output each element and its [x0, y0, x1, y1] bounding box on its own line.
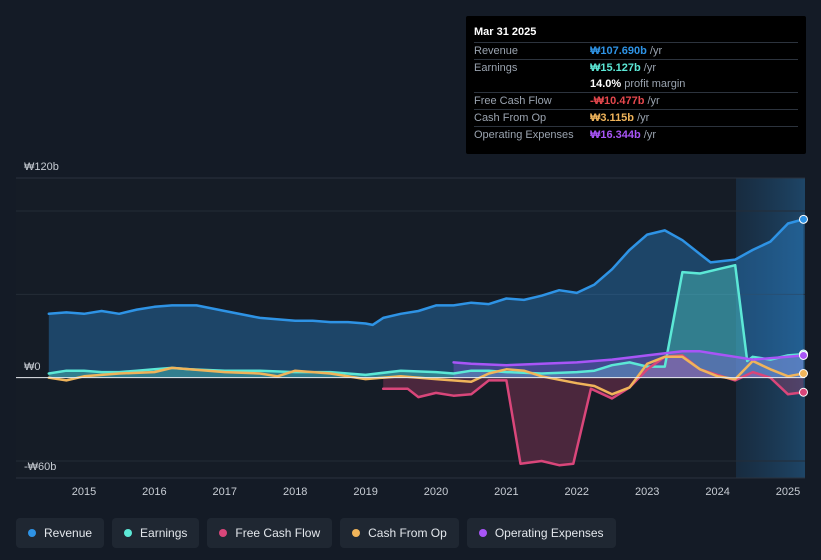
- y-label-top: ₩120b: [24, 161, 59, 173]
- y-label-bottom: -₩60b: [24, 461, 56, 473]
- tooltip-label: Cash From Op: [474, 112, 547, 124]
- tooltip-row: Free Cash Flow -₩10.477b /yr: [474, 92, 798, 109]
- x-tick-label: 2015: [72, 486, 96, 498]
- tooltip-value: ₩107.690b /yr: [590, 45, 663, 57]
- legend-item-free-cash-flow[interactable]: Free Cash Flow: [207, 518, 333, 548]
- legend-label: Revenue: [44, 526, 93, 540]
- x-tick-label: 2025: [776, 486, 800, 498]
- tooltip-row: Earnings ₩15.127b /yr: [474, 59, 798, 76]
- tooltip-value: 14.0% profit margin: [590, 78, 686, 90]
- free-cash-flow-end-marker: [798, 387, 808, 397]
- free-cash-flow-line: [381, 354, 805, 467]
- legend-item-cash-from-op[interactable]: Cash From Op: [340, 518, 459, 548]
- revenue-area: [48, 219, 804, 378]
- earnings-area: [48, 265, 804, 378]
- x-tick-label: 2016: [142, 486, 166, 498]
- tooltip-value: ₩3.115b /yr: [590, 112, 650, 124]
- forecast-region: [736, 178, 805, 478]
- x-tick-label: 2017: [213, 486, 237, 498]
- legend-item-operating-expenses[interactable]: Operating Expenses: [466, 518, 616, 548]
- tooltip-row: Revenue ₩107.690b /yr: [474, 42, 798, 59]
- tooltip-row: Cash From Op ₩3.115b /yr: [474, 109, 798, 126]
- legend-label: Cash From Op: [368, 526, 447, 540]
- operating-expenses-area: [453, 351, 804, 378]
- tooltip-label: Earnings: [474, 62, 518, 74]
- tooltip-value: ₩15.127b /yr: [590, 62, 657, 74]
- tooltip-value: ₩16.344b /yr: [590, 129, 657, 141]
- legend-dot-icon: [219, 529, 228, 537]
- tooltip-label: Operating Expenses: [474, 129, 574, 141]
- tooltip-date: Mar 31 2025: [474, 26, 537, 38]
- x-tick-label: 2018: [283, 486, 307, 498]
- x-tick-label: 2022: [565, 486, 589, 498]
- x-tick-label: 2020: [424, 486, 448, 498]
- legend-item-earnings[interactable]: Earnings: [112, 518, 200, 548]
- operating-expenses-line: [452, 350, 805, 367]
- legend-dot-icon: [352, 529, 361, 537]
- legend-label: Free Cash Flow: [235, 526, 321, 540]
- legend-dot-icon: [124, 529, 133, 537]
- x-tick-label: 2024: [705, 486, 729, 498]
- tooltip: Mar 31 2025 Revenue ₩107.690b /yr Earnings…: [466, 16, 806, 154]
- cash-from-op-end-marker: [798, 369, 808, 378]
- x-tick-label: 2023: [635, 486, 659, 498]
- cash-from-op-line: [47, 355, 805, 396]
- revenue-end-marker: [798, 214, 808, 224]
- tooltip-row: Operating Expenses ₩16.344b /yr: [474, 126, 798, 143]
- tooltip-row: 14.0% profit margin: [474, 76, 798, 92]
- revenue-line: [47, 218, 805, 327]
- tooltip-value: -₩10.477b /yr: [590, 95, 660, 107]
- y-label-zero: ₩0: [24, 361, 41, 373]
- past-region: [16, 178, 736, 478]
- x-tick-label: 2019: [353, 486, 377, 498]
- earnings-line: [47, 263, 805, 377]
- operating-expenses-end-marker: [798, 350, 808, 360]
- tooltip-label: [474, 76, 590, 92]
- legend-label: Operating Expenses: [494, 526, 604, 540]
- legend-label: Earnings: [140, 526, 188, 540]
- x-tick-label: 2021: [494, 486, 518, 498]
- legend-dot-icon: [28, 529, 36, 537]
- tooltip-label: Revenue: [474, 45, 519, 57]
- tooltip-label: Free Cash Flow: [474, 95, 552, 107]
- legend-dot-icon: [478, 529, 487, 537]
- legend: Revenue Earnings Free Cash Flow Cash From O…: [16, 518, 616, 548]
- legend-item-revenue[interactable]: Revenue: [16, 518, 105, 548]
